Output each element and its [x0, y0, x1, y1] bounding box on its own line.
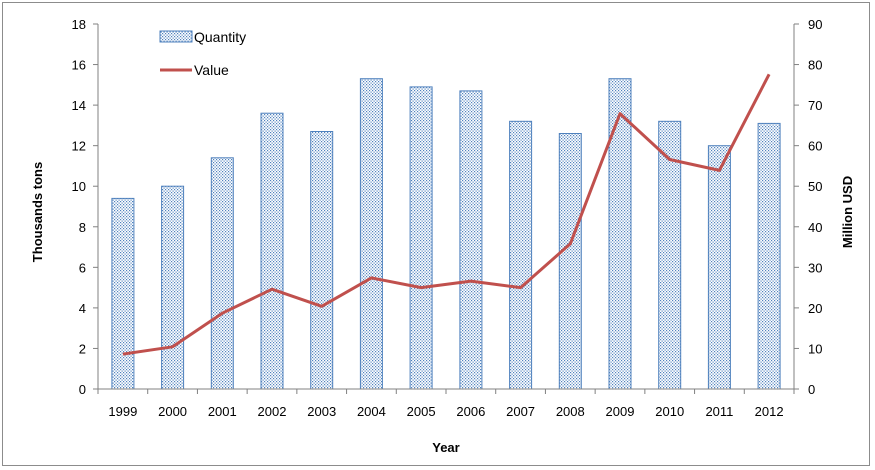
x-tick-label: 2007 [506, 404, 535, 419]
y-tick-label: 6 [79, 260, 86, 275]
x-tick-label: 2002 [258, 404, 287, 419]
x-tick-label: 2001 [208, 404, 237, 419]
tick-labels: 0 2 4 6 8 10 12 14 16 18 0 10 20 30 40 50 60 70 80 90 1999 20… [72, 17, 823, 419]
y-tick-label: 8 [79, 220, 86, 235]
bar-2003 [310, 131, 334, 390]
bar-2008 [558, 133, 582, 390]
y-tick-label: 18 [72, 17, 86, 32]
bar-2006 [459, 90, 483, 390]
legend-quantity-label: Quantity [194, 29, 246, 45]
x-tick-label: 2010 [655, 404, 684, 419]
bar-1999 [111, 197, 135, 390]
y2-tick-label: 80 [808, 58, 822, 73]
bar-2001 [210, 157, 234, 390]
x-tick-label: 2006 [456, 404, 485, 419]
legend: Quantity Value [159, 29, 246, 78]
x-tick-label: 2004 [357, 404, 386, 419]
y2-tick-label: 0 [808, 382, 815, 397]
y-tick-label: 14 [72, 98, 86, 113]
bar-2004 [359, 78, 383, 390]
y-tick-label: 4 [79, 301, 86, 316]
y-tick-label: 10 [72, 179, 86, 194]
axes [93, 23, 799, 394]
bar-2002 [260, 112, 284, 390]
bar-2007 [509, 120, 533, 390]
y-tick-label: 2 [79, 341, 86, 356]
y2-tick-label: 90 [808, 17, 822, 32]
bar-2011 [707, 145, 731, 390]
legend-quantity-swatch [159, 30, 193, 43]
y-tick-label: 0 [79, 382, 86, 397]
x-axis-title: Year [432, 440, 459, 455]
y2-tick-label: 40 [808, 220, 822, 235]
bar-2005 [409, 86, 433, 390]
y2-tick-label: 30 [808, 260, 822, 275]
x-tick-label: 2008 [556, 404, 585, 419]
y2-tick-label: 50 [808, 179, 822, 194]
bar-2000 [161, 185, 185, 390]
y-tick-label: 16 [72, 58, 86, 73]
y2-tick-label: 60 [808, 139, 822, 154]
x-tick-label: 2003 [307, 404, 336, 419]
x-tick-label: 1999 [108, 404, 137, 419]
bar-2009 [608, 78, 632, 390]
x-tick-label: 2000 [158, 404, 187, 419]
y2-axis-title: Million USD [840, 176, 855, 248]
y2-tick-label: 20 [808, 301, 822, 316]
y-tick-label: 12 [72, 139, 86, 154]
x-tick-label: 2009 [606, 404, 635, 419]
x-tick-label: 2012 [755, 404, 784, 419]
quantity-bars [111, 78, 781, 390]
value-line-layer [122, 73, 771, 356]
x-tick-label: 2005 [407, 404, 436, 419]
y-axis-title: Thousands tons [30, 162, 45, 262]
y2-tick-label: 10 [808, 341, 822, 356]
bar-2012 [757, 122, 781, 390]
legend-value-label: Value [194, 62, 229, 78]
y2-tick-label: 70 [808, 98, 822, 113]
x-tick-label: 2011 [705, 404, 733, 419]
value-line [122, 73, 771, 356]
